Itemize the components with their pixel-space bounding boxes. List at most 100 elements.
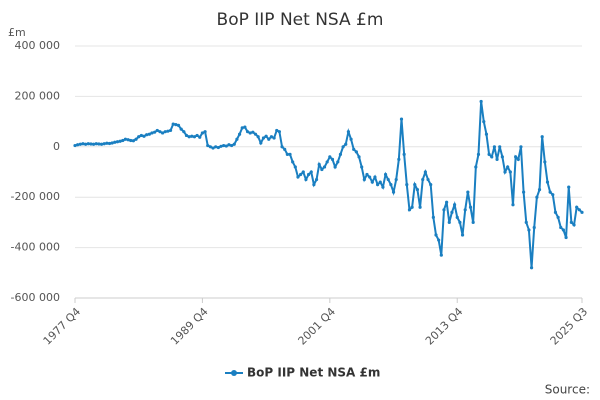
point xyxy=(452,203,457,207)
point xyxy=(360,165,364,169)
point xyxy=(155,128,159,133)
point xyxy=(524,220,528,224)
point xyxy=(437,238,441,242)
point xyxy=(381,185,385,189)
point xyxy=(150,131,154,135)
x-tick-label: 2025 Q3 xyxy=(548,305,591,348)
point xyxy=(463,208,467,212)
point xyxy=(97,142,101,146)
point xyxy=(575,205,579,209)
point xyxy=(269,135,274,139)
point xyxy=(293,165,297,169)
point xyxy=(439,253,443,257)
point xyxy=(203,130,207,134)
point xyxy=(344,142,348,146)
point xyxy=(190,134,194,138)
point xyxy=(309,170,313,174)
point xyxy=(126,138,130,142)
point xyxy=(378,180,382,184)
point xyxy=(147,132,151,136)
point xyxy=(145,133,149,137)
point xyxy=(561,228,566,232)
point xyxy=(206,143,210,148)
point xyxy=(304,177,308,182)
point xyxy=(280,145,284,149)
point xyxy=(232,142,236,146)
point xyxy=(338,152,343,156)
point xyxy=(532,225,536,230)
point xyxy=(245,130,250,134)
point xyxy=(543,160,547,164)
point xyxy=(373,175,377,179)
point xyxy=(153,130,157,134)
point xyxy=(434,233,438,237)
point xyxy=(251,130,255,134)
point xyxy=(171,122,175,126)
point xyxy=(285,152,289,156)
y-tick-label: 400 000 xyxy=(15,39,61,52)
point xyxy=(569,220,573,224)
point xyxy=(192,135,197,139)
point xyxy=(73,143,77,148)
x-tick-label: 1977 Q4 xyxy=(41,305,84,348)
point xyxy=(99,142,104,146)
point xyxy=(256,135,260,139)
point xyxy=(349,137,353,141)
point xyxy=(495,157,499,161)
legend-marker xyxy=(231,370,237,376)
point xyxy=(519,145,523,149)
point xyxy=(466,190,470,194)
point xyxy=(328,155,332,159)
point xyxy=(291,160,295,164)
point xyxy=(450,210,454,214)
point xyxy=(248,131,252,135)
point xyxy=(187,135,191,139)
point xyxy=(445,200,449,204)
point xyxy=(397,157,401,161)
point xyxy=(288,152,292,156)
point xyxy=(113,140,117,144)
point xyxy=(166,129,170,133)
y-tick-label: -400 000 xyxy=(11,241,60,254)
point xyxy=(429,183,433,187)
legend-label: BoP IIP Net NSA £m xyxy=(247,366,380,380)
point xyxy=(527,228,531,232)
point xyxy=(354,150,358,154)
point xyxy=(176,123,181,127)
point xyxy=(275,128,279,133)
point xyxy=(394,177,398,182)
point xyxy=(198,135,202,139)
point xyxy=(336,160,340,164)
point xyxy=(468,205,473,209)
point xyxy=(492,145,497,149)
point xyxy=(341,145,345,149)
point xyxy=(540,135,544,139)
y-axis-label: £m xyxy=(8,26,26,39)
point xyxy=(277,130,281,134)
point xyxy=(168,128,173,133)
point xyxy=(376,183,380,187)
point xyxy=(299,172,303,177)
point xyxy=(195,133,199,138)
point xyxy=(383,172,388,177)
point xyxy=(564,235,568,240)
x-tick-label: 2001 Q4 xyxy=(296,305,339,348)
point xyxy=(110,141,114,145)
point xyxy=(163,130,167,134)
point xyxy=(413,183,417,187)
point xyxy=(500,155,504,159)
point xyxy=(160,131,165,135)
point xyxy=(325,160,329,164)
point xyxy=(200,131,205,135)
point xyxy=(482,120,486,124)
point xyxy=(267,137,271,141)
point xyxy=(577,208,581,212)
point xyxy=(142,134,146,138)
point xyxy=(272,136,276,140)
point xyxy=(460,233,465,237)
point xyxy=(320,167,324,172)
point xyxy=(516,157,520,161)
point xyxy=(407,208,412,212)
point xyxy=(529,266,534,270)
